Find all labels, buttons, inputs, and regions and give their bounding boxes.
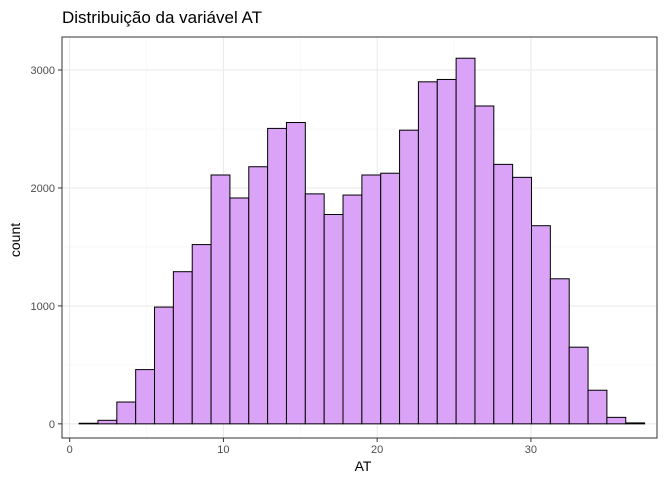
y-tick-label: 1000 xyxy=(31,301,55,313)
histogram-bar-11 xyxy=(267,127,287,425)
histogram-bar-5 xyxy=(154,306,174,425)
histogram-bar-30 xyxy=(625,422,646,425)
bars xyxy=(78,57,646,425)
histogram-bar-24 xyxy=(512,176,533,425)
chart-title: Distribuição da variável AT xyxy=(62,8,262,27)
histogram-bar-27 xyxy=(568,346,589,425)
histogram-bar-29 xyxy=(606,416,627,425)
panel-border xyxy=(61,36,658,439)
histogram-bar-19 xyxy=(417,81,438,425)
histogram-bar-2 xyxy=(97,419,118,425)
histogram-bar-26 xyxy=(549,278,570,425)
histogram-bar-20 xyxy=(436,78,457,425)
histogram-bar-10 xyxy=(248,166,269,425)
histogram-bar-1 xyxy=(78,422,99,425)
y-tick-label: 2000 xyxy=(31,183,55,195)
histogram-bar-22 xyxy=(474,105,495,425)
histogram-bar-28 xyxy=(587,389,608,425)
x-axis-label: AT xyxy=(355,458,372,474)
y-axis-label: count xyxy=(7,223,23,257)
histogram-bar-25 xyxy=(531,225,551,425)
histogram-bar-8 xyxy=(210,174,231,425)
histogram-bar-7 xyxy=(191,244,212,425)
x-tick-label: 20 xyxy=(371,444,383,456)
histogram-bar-6 xyxy=(172,271,193,425)
histogram-bar-9 xyxy=(229,197,250,425)
x-axis-ticks: 0 10 20 30 xyxy=(67,438,537,456)
y-tick-label: 0 xyxy=(49,419,55,431)
histogram-bar-18 xyxy=(399,129,419,425)
y-tick-label: 3000 xyxy=(31,65,55,77)
histogram-bar-14 xyxy=(323,214,344,425)
x-tick-label: 0 xyxy=(67,444,73,456)
y-axis-ticks: 0 1000 2000 3000 xyxy=(31,65,62,431)
histogram-bar-12 xyxy=(285,122,306,425)
histogram-bar-17 xyxy=(380,172,401,425)
histogram-bar-13 xyxy=(304,193,325,425)
histogram-bar-3 xyxy=(116,401,137,425)
histogram-bar-16 xyxy=(361,174,382,425)
histogram-bar-15 xyxy=(342,194,363,425)
histogram-bar-4 xyxy=(135,369,156,425)
histogram-bar-23 xyxy=(493,163,514,425)
x-tick-label: 30 xyxy=(525,444,537,456)
x-tick-label: 10 xyxy=(217,444,229,456)
histogram-bar-21 xyxy=(455,57,476,425)
